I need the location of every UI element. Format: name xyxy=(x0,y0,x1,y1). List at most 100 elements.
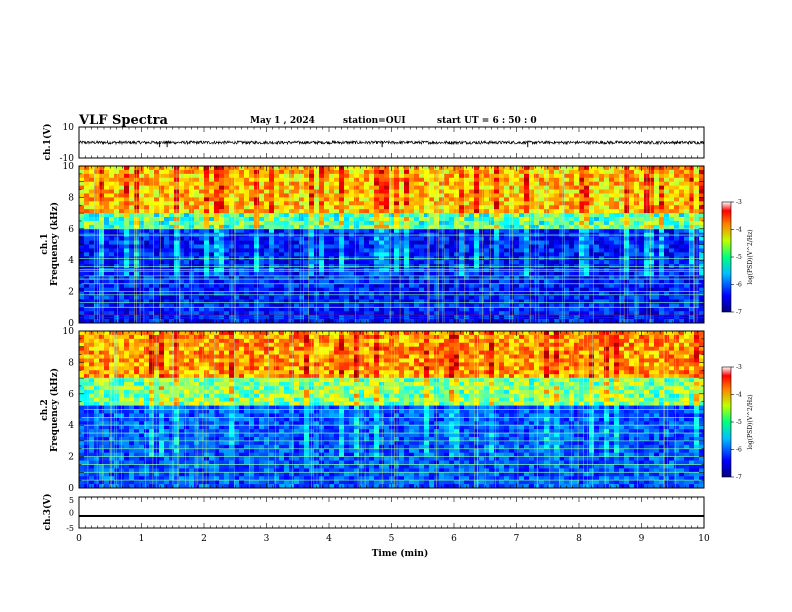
spectrogram-cell xyxy=(279,173,285,179)
spectrogram-cell xyxy=(599,209,605,214)
spectrogram-cell xyxy=(124,189,130,194)
spectrogram-cell xyxy=(594,271,600,277)
spectrogram-cell xyxy=(324,224,330,230)
spectrogram-cell xyxy=(419,295,425,300)
spectrogram-cell xyxy=(669,209,675,214)
spectrogram-cell xyxy=(149,220,155,226)
spectrogram-cell xyxy=(494,205,500,210)
spectrogram-cell xyxy=(459,307,465,312)
spectrogram-cell xyxy=(169,177,175,182)
spectrogram-cell xyxy=(524,275,530,281)
spectrogram-cell xyxy=(369,244,375,249)
spectrogram-cell xyxy=(649,205,655,210)
spectrogram-cell xyxy=(594,169,600,175)
spectrogram-cell xyxy=(234,189,240,194)
spectrogram-cell xyxy=(539,228,545,234)
spectrogram-cell xyxy=(449,311,455,316)
spectrogram-cell xyxy=(439,311,445,316)
spectrogram-cell xyxy=(309,228,315,234)
spectrogram-cell xyxy=(119,311,125,316)
spectrogram-cell xyxy=(594,248,600,253)
spectrogram-cell xyxy=(264,193,270,198)
spectrogram-cell xyxy=(624,220,630,226)
spectrogram-cell xyxy=(314,197,320,202)
spectrogram-cell xyxy=(339,181,345,186)
spectrogram-cell xyxy=(514,268,520,273)
spectrogram-cell xyxy=(289,287,295,292)
spectrogram-cell xyxy=(354,197,360,202)
spectrogram-cell xyxy=(494,209,500,214)
spectrogram-cell xyxy=(449,240,455,245)
spectrogram-cell xyxy=(654,236,660,241)
spectrogram-cell xyxy=(179,173,185,179)
spectrogram-cell xyxy=(599,268,605,273)
spectrogram-cell xyxy=(289,244,295,249)
spectrogram-cell xyxy=(574,209,580,214)
spectrogram-cell xyxy=(629,275,635,281)
spectrogram-cell xyxy=(184,209,190,214)
spectrogram-cell xyxy=(179,248,185,253)
spectrogram-cell xyxy=(314,217,320,222)
spectrogram-cell xyxy=(269,271,275,277)
spectrogram-cell xyxy=(254,244,260,249)
spectrogram-cell xyxy=(119,181,125,186)
spectrogram-cell xyxy=(574,291,580,296)
spectrogram-cell xyxy=(314,240,320,245)
spectrogram-cell xyxy=(654,189,660,194)
spectrogram-cell xyxy=(639,193,645,198)
spectrogram-cell xyxy=(384,311,390,316)
spectrogram-cell xyxy=(619,319,625,324)
spectrogram-cell xyxy=(629,260,635,265)
spectrogram-cell xyxy=(334,275,340,281)
spectrogram-cell xyxy=(154,166,160,171)
spectrogram-cell xyxy=(309,299,315,304)
spectrogram-cell xyxy=(304,213,310,218)
spectrogram-cell xyxy=(519,224,525,230)
spectrogram-cell xyxy=(509,193,515,198)
spectrogram-cell xyxy=(234,173,240,179)
spectrogram-cell xyxy=(224,299,230,304)
spectrogram-cell xyxy=(634,217,640,222)
spectrogram-cell xyxy=(274,279,280,285)
spectrogram-cell xyxy=(199,283,205,288)
spectrogram-cell xyxy=(509,166,515,171)
spectrogram-cell xyxy=(159,201,165,206)
spectrogram-cell xyxy=(274,169,280,175)
spectrogram-cell xyxy=(364,268,370,273)
spectrogram-cell xyxy=(294,189,300,194)
spectrogram-cell xyxy=(429,197,435,202)
spectrogram-cell xyxy=(459,268,465,273)
spectrogram-cell xyxy=(474,275,480,281)
spectrogram-cell xyxy=(379,189,385,194)
spectrogram-cell xyxy=(614,252,620,257)
spectrogram-cell xyxy=(279,177,285,182)
spectrogram-cell xyxy=(304,311,310,316)
spectrogram-cell xyxy=(569,189,575,194)
spectrogram-cell xyxy=(609,287,615,292)
spectrogram-cell xyxy=(244,303,250,308)
spectrogram-cell xyxy=(209,189,215,194)
spectrogram-cell xyxy=(224,185,230,190)
spectrogram-cell xyxy=(514,185,520,190)
spectrogram-cell xyxy=(334,205,340,210)
spectrogram-cell xyxy=(504,268,510,273)
spectrogram-cell xyxy=(609,291,615,296)
spectrogram-cell xyxy=(494,307,500,312)
spectrogram-cell xyxy=(264,209,270,214)
spectrogram-cell xyxy=(164,311,170,316)
spectrogram-cell xyxy=(384,173,390,179)
spectrogram-cell xyxy=(444,185,450,190)
spectrogram-cell xyxy=(209,252,215,257)
spectrogram-cell xyxy=(469,244,475,249)
spectrogram-cell xyxy=(469,197,475,202)
spectrogram-cell xyxy=(139,189,145,194)
spectrogram-cell xyxy=(524,224,530,230)
spectrogram-cell xyxy=(114,260,120,265)
spectrogram-cell xyxy=(334,228,340,234)
spectrogram-cell xyxy=(564,236,570,241)
spectrogram-cell xyxy=(294,166,300,171)
spectrogram-cell xyxy=(484,205,490,210)
spectrogram-cell xyxy=(209,213,215,218)
spectrogram-cell xyxy=(104,169,110,175)
spectrogram-cell xyxy=(494,287,500,292)
